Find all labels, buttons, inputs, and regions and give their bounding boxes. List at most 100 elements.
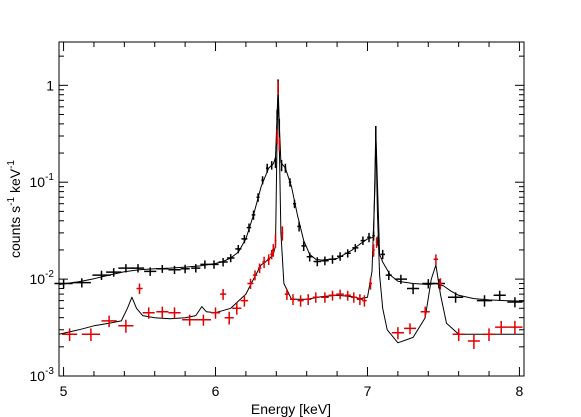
x-axis-label: Energy [keV] — [251, 401, 331, 417]
data-point-s1-8 — [156, 265, 169, 273]
data-point-s2-7 — [156, 306, 169, 318]
data-point-s1-13 — [209, 260, 219, 269]
data-point-s2-30 — [297, 295, 304, 307]
data-point-s1-48 — [394, 274, 407, 284]
x-tick-label: 6 — [212, 383, 220, 399]
data-point-s1-25 — [276, 109, 278, 120]
data-point-s1-24 — [274, 157, 277, 169]
data-point-s1-46 — [380, 249, 385, 260]
data-point-s2-2 — [81, 328, 100, 341]
data-point-s2-44 — [404, 323, 417, 335]
data-point-s2-49 — [467, 334, 480, 349]
data-point-s1-32 — [297, 221, 301, 232]
data-point-s2-51 — [495, 320, 508, 335]
data-point-s1-29 — [284, 163, 287, 173]
data-point-s2-32 — [312, 292, 319, 303]
data-point-s2-31 — [305, 294, 312, 305]
data-point-s2-38 — [356, 294, 363, 305]
data-point-s1-50 — [422, 279, 435, 289]
data-point-s2-46 — [433, 254, 439, 265]
data-point-s2-45 — [420, 306, 430, 318]
data-point-s1-36 — [321, 256, 329, 266]
data-point-s1-18 — [246, 223, 252, 233]
model-curves — [58, 87, 525, 344]
y-tick-label: 1 — [46, 77, 54, 93]
data-point-s2-14 — [232, 302, 242, 315]
data-point-s2-40 — [369, 278, 372, 290]
data-point-s2-23 — [274, 234, 277, 248]
data-point-s1-34 — [306, 252, 313, 262]
data-point-s2-20 — [267, 254, 271, 265]
data-point-s1-20 — [256, 193, 260, 202]
data-point-s1-27 — [278, 118, 281, 130]
data-point-s1-7 — [144, 267, 157, 276]
data-point-s2-3 — [101, 315, 117, 328]
data-series — [54, 79, 523, 349]
data-point-s1-6 — [131, 264, 145, 273]
data-point-s2-10 — [195, 314, 211, 326]
data-point-s1-23 — [270, 161, 273, 170]
data-point-s2-27 — [281, 226, 284, 241]
data-point-s1-40 — [352, 244, 359, 253]
data-point-s2-42 — [375, 237, 378, 248]
data-point-s1-9 — [168, 265, 181, 274]
data-point-s2-52 — [507, 320, 523, 335]
data-point-s2-43 — [391, 327, 404, 340]
data-point-s2-13 — [224, 311, 234, 325]
data-point-s1-39 — [344, 249, 351, 258]
data-point-s2-29 — [290, 294, 297, 305]
data-point-s2-9 — [182, 314, 198, 326]
x-tick-label: 8 — [516, 383, 524, 399]
data-point-s1-38 — [337, 252, 344, 261]
data-point-s2-11 — [211, 307, 221, 319]
y-axis-label-sup1: -1 — [6, 197, 17, 206]
data-point-s2-26 — [278, 137, 281, 151]
data-point-s2-4 — [118, 319, 134, 333]
data-point-s2-18 — [257, 263, 262, 274]
data-point-s2-37 — [350, 292, 357, 303]
data-point-s1-30 — [288, 178, 292, 187]
data-point-s2-34 — [328, 290, 337, 301]
data-point-s1-54 — [493, 290, 506, 301]
data-point-s1-44 — [375, 126, 377, 139]
data-point-s1-10 — [180, 264, 190, 274]
data-point-s2-1 — [62, 328, 78, 341]
data-point-s2-6 — [142, 307, 155, 319]
data-point-s2-15 — [240, 295, 249, 307]
data-point-s1-53 — [476, 295, 493, 307]
data-point-s1-35 — [313, 257, 322, 267]
data-point-s1-55 — [507, 297, 523, 308]
data-point-s1-37 — [328, 255, 337, 264]
data-point-s2-22 — [272, 244, 275, 257]
data-point-s1-14 — [218, 258, 228, 267]
data-point-s2-47 — [438, 278, 443, 290]
model-curve-2 — [58, 89, 524, 344]
data-point-s2-41 — [372, 244, 375, 257]
data-point-s1-28 — [280, 159, 283, 172]
data-point-s1-42 — [367, 232, 371, 243]
data-point-s2-16 — [247, 278, 254, 289]
data-point-s2-25 — [277, 81, 279, 95]
data-point-s1-15 — [226, 254, 235, 263]
axis-ticks: 5 6 7 8 10-3 10-2 10-1 1 — [30, 42, 524, 399]
data-point-s1-41 — [360, 236, 366, 245]
data-point-s2-35 — [336, 289, 344, 300]
x-tick-label: 7 — [364, 383, 372, 399]
data-point-s2-24 — [276, 129, 278, 144]
y-axis-label: counts s-1 keV-1 — [6, 160, 23, 258]
y-axis-label-mid: keV — [7, 168, 23, 197]
y-axis-label-sup2: -1 — [6, 160, 17, 169]
data-point-s1-16 — [235, 245, 242, 254]
data-point-s2-28 — [284, 289, 290, 300]
data-point-s1-47 — [385, 270, 392, 280]
plot-frame — [58, 41, 525, 377]
data-point-s1-43 — [372, 231, 375, 241]
data-point-s1-2 — [72, 278, 91, 288]
x-tick-label: 5 — [60, 383, 68, 399]
data-point-s1-4 — [106, 268, 122, 277]
data-point-s2-50 — [483, 328, 496, 341]
data-point-s1-21 — [261, 176, 264, 185]
data-point-s1-49 — [407, 283, 420, 295]
data-point-s1-31 — [293, 199, 297, 209]
data-point-s2-48 — [452, 328, 465, 341]
